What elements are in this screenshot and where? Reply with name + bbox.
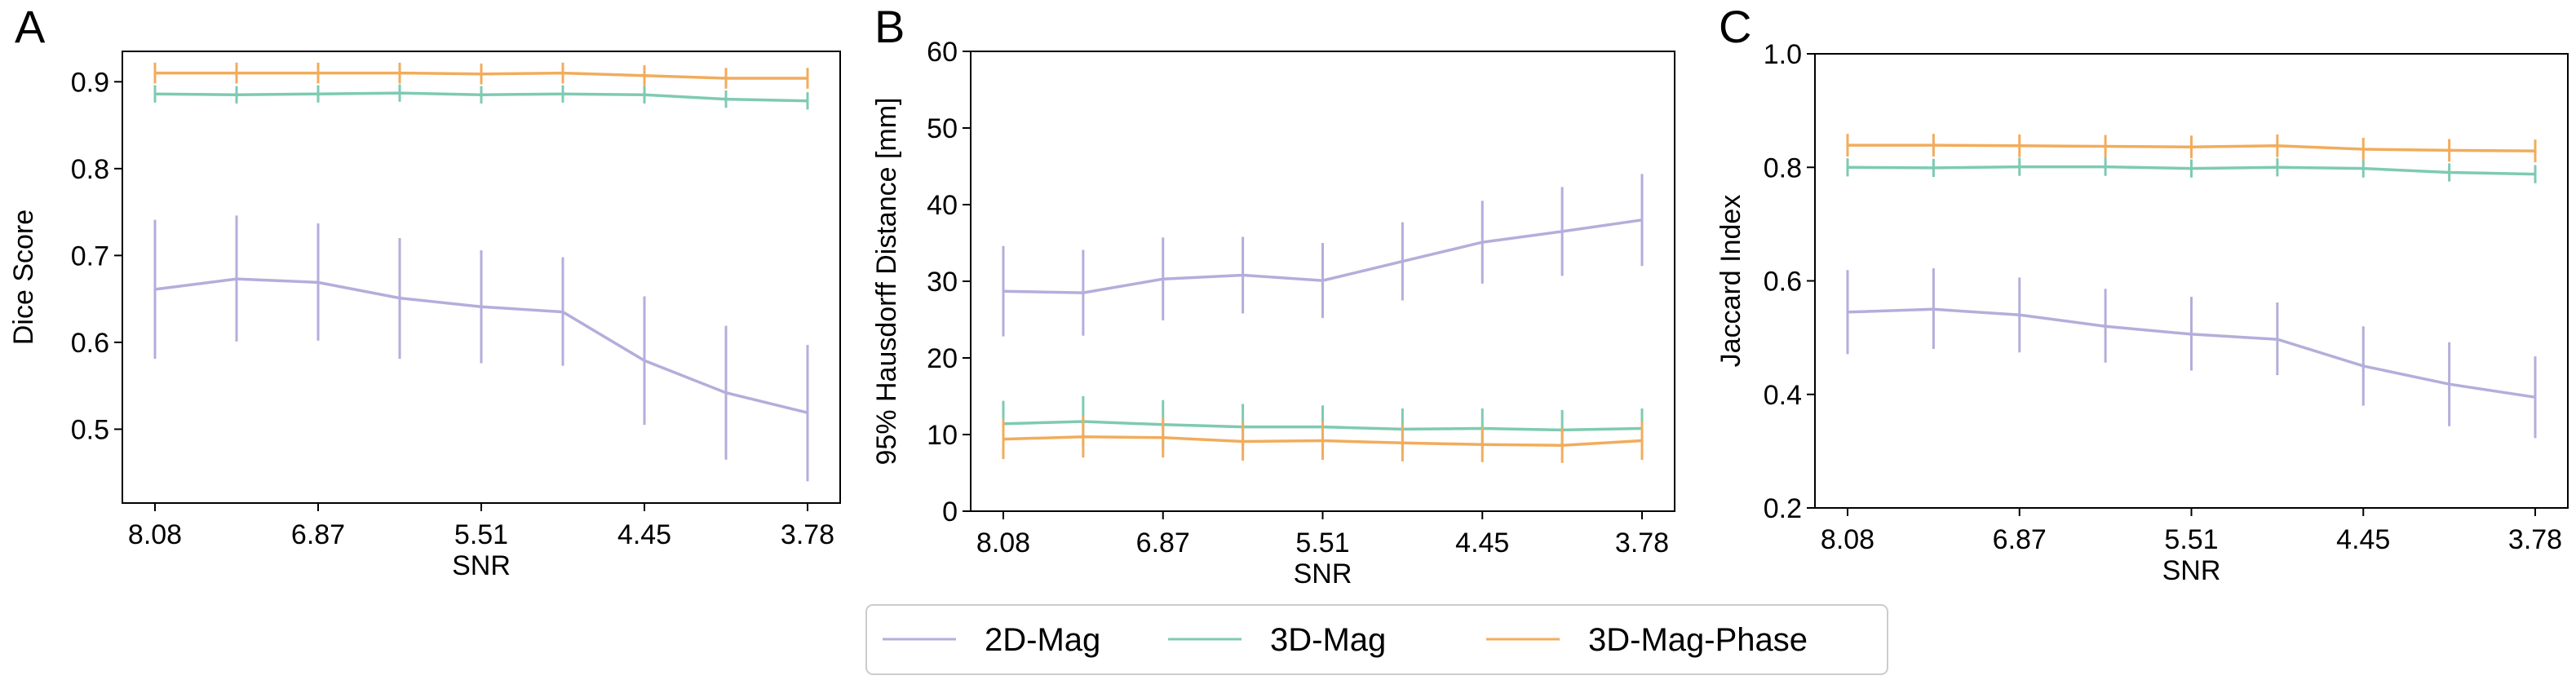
panel-letter-a: A [15,1,46,52]
x-axis-label-a: SNR [452,550,511,581]
panel-b: 0 10 20 30 40 50 60 8.08 6.87 5.51 4.45 3.78 SNR 95% … [871,1,1675,589]
ytick-label-b-4: 40 [927,190,958,221]
panel-letter-c: C [1719,1,1751,52]
ytick-label-a-3: 0.8 [71,154,109,185]
y-axis-label-c: Jaccard Index [1715,195,1746,368]
ytick-label-c-2: 0.6 [1764,267,1802,298]
y-axis-label-a: Dice Score [8,210,39,345]
legend-frame [865,604,1888,675]
ytick-label-b-0: 0 [942,497,958,527]
ytick-label-b-3: 30 [927,267,958,298]
xtick-label-b-0: 8.08 [976,527,1030,558]
legend: 2D-Mag 3D-Mag 3D-Mag-Phase [865,604,1888,675]
ytick-label-c-1: 0.4 [1764,380,1802,411]
ytick-label-b-6: 60 [927,37,958,68]
panel-letter-b: B [874,1,905,52]
xtick-label-b-1: 6.87 [1136,527,1190,558]
legend-label-2d-mag: 2D-Mag [985,622,1100,658]
panel-c: 0.2 0.4 0.6 0.8 1.0 8.08 6.87 5.51 4.45 3.78 SNR Ja… [1715,1,2569,586]
y-axis-label-b: 95% Hausdorff Distance [mm] [871,98,902,466]
xtick-label-c-2: 5.51 [2164,524,2218,555]
x-axis-label-c: SNR [2162,555,2221,586]
xtick-label-c-1: 6.87 [1993,524,2047,555]
axes-frame-c [1814,53,2569,509]
ytick-label-a-2: 0.7 [71,241,109,271]
xtick-label-c-0: 8.08 [1821,524,1874,555]
xtick-label-b-3: 4.45 [1455,527,1509,558]
ytick-label-a-1: 0.6 [71,328,109,359]
xtick-label-a-4: 3.78 [781,519,834,550]
legend-label-3d-mag: 3D-Mag [1270,622,1386,658]
x-axis-label-b: SNR [1294,558,1352,589]
xtick-label-b-4: 3.78 [1615,527,1669,558]
legend-label-3d-mag-phase: 3D-Mag-Phase [1588,622,1808,658]
ytick-label-c-3: 0.8 [1764,152,1802,183]
xtick-label-a-0: 8.08 [128,519,182,550]
ytick-label-b-5: 50 [927,113,958,144]
xtick-label-c-3: 4.45 [2336,524,2390,555]
chart-panels: 0.5 0.6 0.7 0.8 0.9 8.08 6.87 5.51 4.45 3.78 SNR Di… [8,1,2569,589]
xtick-label-a-1: 6.87 [291,519,345,550]
xtick-label-a-2: 5.51 [454,519,508,550]
xtick-label-b-2: 5.51 [1295,527,1349,558]
ytick-label-a-4: 0.9 [71,67,109,98]
ytick-label-b-1: 10 [927,420,958,451]
ytick-label-b-2: 20 [927,343,958,374]
ytick-label-c-0: 0.2 [1764,493,1802,524]
xtick-label-a-3: 4.45 [617,519,671,550]
ytick-label-a-0: 0.5 [71,414,109,445]
panel-a: 0.5 0.6 0.7 0.8 0.9 8.08 6.87 5.51 4.45 3.78 SNR Di… [8,1,841,581]
xtick-label-c-4: 3.78 [2508,524,2562,555]
ytick-label-c-4: 1.0 [1764,39,1802,70]
